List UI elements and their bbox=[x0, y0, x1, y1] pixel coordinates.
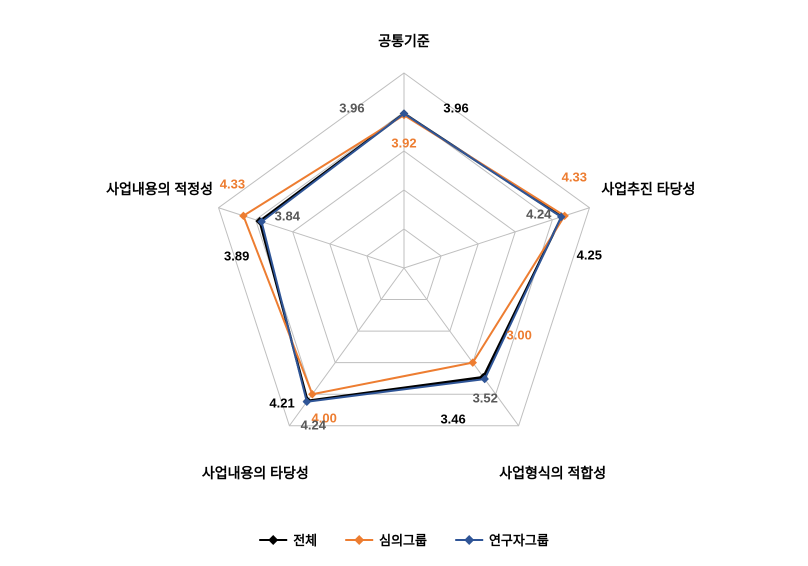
data-label: 4.24 bbox=[301, 418, 326, 433]
legend-item-review: 심의그룹 bbox=[345, 530, 427, 549]
axis-label: 사업추진 타당성 bbox=[601, 179, 695, 199]
data-label: 4.21 bbox=[269, 396, 294, 411]
legend-label-researcher: 연구자그룹 bbox=[489, 530, 549, 549]
radar-chart: 공통기준사업추진 타당성사업형식의 적합성 사업내용의 타당성 사업내용의 적정성 3… bbox=[0, 0, 808, 561]
legend-marker-researcher bbox=[455, 539, 483, 541]
legend-item-total: 전체 bbox=[259, 530, 317, 549]
axis-label: 사업형식의 적합성 bbox=[499, 463, 606, 483]
data-label: 3.46 bbox=[440, 412, 465, 427]
axis-label: 공통기준 bbox=[378, 31, 430, 51]
data-label: 3.52 bbox=[473, 390, 498, 405]
radar-svg bbox=[0, 0, 808, 561]
data-label: 3.96 bbox=[339, 100, 364, 115]
data-label: 3.92 bbox=[391, 136, 416, 151]
axis-label: 사업내용의 타당성 bbox=[202, 463, 309, 483]
data-label: 3.00 bbox=[507, 327, 532, 342]
axis-label: 사업내용의 적정성 bbox=[106, 179, 213, 199]
data-label: 4.33 bbox=[562, 170, 587, 185]
data-label: 4.24 bbox=[526, 206, 551, 221]
data-label: 4.33 bbox=[220, 177, 245, 192]
legend-label-total: 전체 bbox=[293, 530, 317, 549]
legend-marker-total bbox=[259, 539, 287, 541]
legend: 전체 심의그룹 연구자그룹 bbox=[259, 530, 549, 549]
data-label: 4.25 bbox=[577, 248, 602, 263]
data-label: 3.96 bbox=[443, 100, 468, 115]
data-label: 3.89 bbox=[224, 249, 249, 264]
legend-label-review: 심의그룹 bbox=[379, 530, 427, 549]
data-label: 3.84 bbox=[275, 209, 300, 224]
legend-marker-review bbox=[345, 539, 373, 541]
legend-item-researcher: 연구자그룹 bbox=[455, 530, 549, 549]
